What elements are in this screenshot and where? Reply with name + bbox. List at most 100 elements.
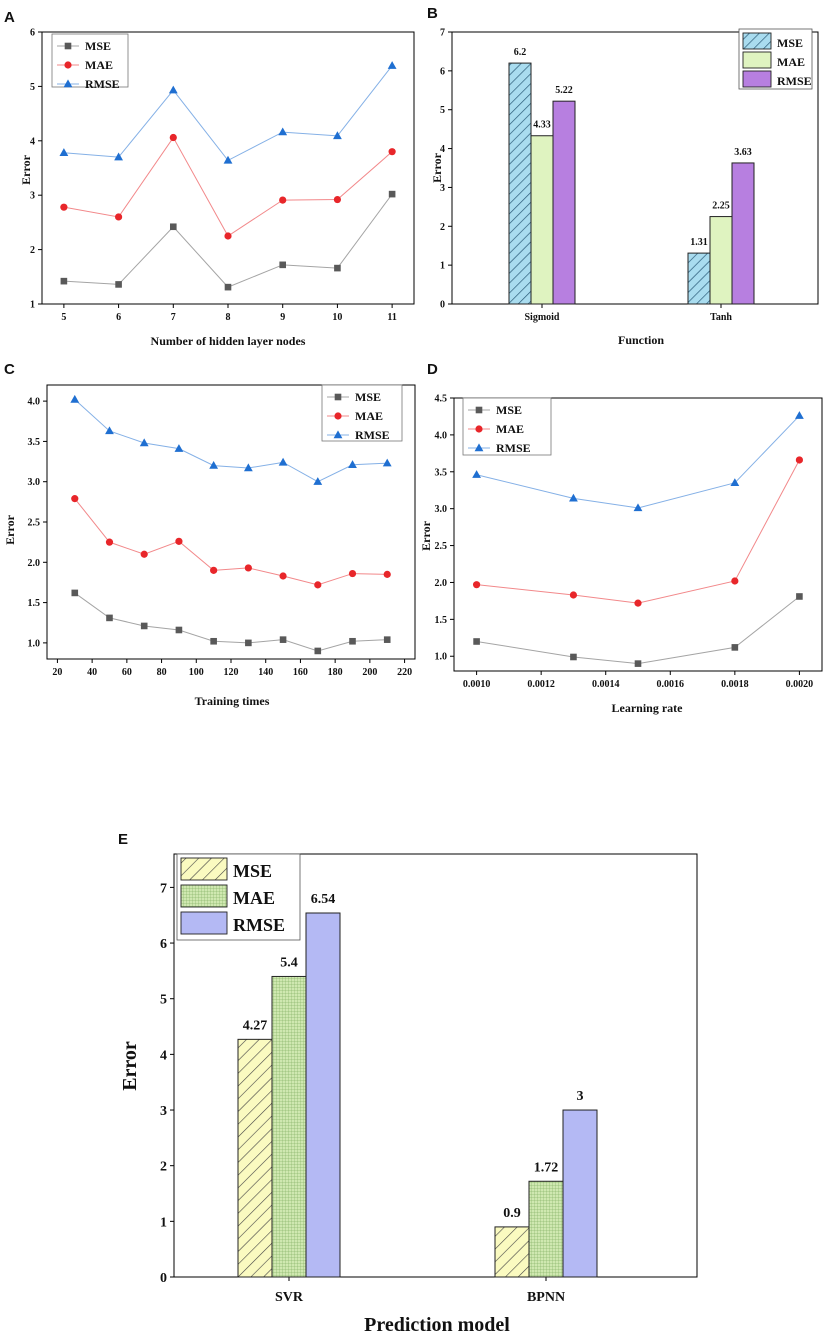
panel-d-legend-marker	[475, 425, 483, 433]
panel-a-y-tick-label: 6	[30, 28, 35, 39]
panel-c-mse-point	[210, 637, 217, 645]
panel-d-mse-point	[634, 660, 642, 667]
panel-b-y-tick-label: 6	[440, 66, 445, 77]
panel-d-x-tick-label: 0.0016	[657, 679, 685, 690]
panel-d-y-tick-label: 2.0	[435, 578, 448, 589]
panel-c-x-tick-label: 40	[87, 667, 97, 678]
panel-b-mae-bar	[709, 216, 733, 305]
panel-a-x-tick-label: 11	[387, 312, 396, 323]
panel-d-mae-line	[476, 459, 800, 604]
panel-b-mse-bar	[508, 62, 532, 305]
panel-d-mae-point	[634, 599, 642, 607]
panel-a-x-tick-label: 7	[171, 312, 176, 323]
panel-d-mse-point	[731, 644, 739, 651]
panel-c-y-tick-label: 4.0	[28, 397, 41, 408]
panel-c-legend-label: RMSE	[355, 428, 390, 442]
panel-b-legend-label: MSE	[777, 36, 803, 50]
panel-a-rmse-point	[168, 85, 178, 94]
panel-d-legend-label: RMSE	[496, 441, 531, 455]
panel-c-rmse-point	[278, 457, 288, 466]
panel-e-mae-bar	[528, 1180, 564, 1278]
panel-d-rmse-point	[472, 470, 481, 478]
panel-c-rmse-point	[348, 460, 357, 468]
panel-a-mae-point	[60, 203, 68, 211]
panel-a-mae-point	[279, 196, 287, 204]
panel-b-y-tick-label: 2	[440, 222, 445, 233]
panel-c-rmse-point	[209, 460, 219, 469]
panel-c-x-tick-label: 100	[189, 667, 204, 678]
panel-c-x-axis-label: Training times	[195, 694, 270, 708]
panel-c-mse-point	[140, 622, 148, 630]
panel-c-mae-point	[314, 581, 322, 589]
panel-b-legend-swatch	[742, 32, 772, 50]
panel-a-x-tick-label: 6	[116, 312, 121, 323]
chart-panel-c: 1.0 1.5 2.0 2.5 3.0 3.5 4.0 20 40 60 80 100 120 140 16…	[28, 384, 416, 678]
panel-a-mae-point	[224, 232, 232, 240]
panel-a-mse-point	[115, 281, 122, 288]
panel-c-rmse-point	[105, 426, 114, 435]
panel-a-y-tick-label: 4	[30, 136, 35, 147]
panel-a-mse-point	[334, 264, 341, 272]
panel-c-y-tick-label: 2.5	[28, 518, 41, 529]
panel-label-c: C	[4, 361, 15, 378]
panel-b-x-tick-label: Sigmoid	[524, 312, 559, 323]
panel-a-y-tick-label: 1	[30, 300, 35, 311]
panel-e-legend-label: RMSE	[233, 915, 285, 935]
panel-a-rmse-point	[59, 148, 69, 156]
panel-e-legend-label: MSE	[233, 861, 272, 881]
panel-label-b: B	[427, 5, 438, 22]
chart-panel-d: 1.0 1.5 2.0 2.5 3.0 3.5 4.0 4.5 0.0010 0.0012 0.00…	[435, 394, 823, 690]
panel-d-y-tick-label: 4.5	[435, 394, 448, 405]
panel-a-legend-label: RMSE	[85, 77, 120, 91]
panel-c-legend-label: MSE	[355, 390, 381, 404]
panel-c-x-tick-label: 120	[224, 667, 239, 678]
panel-b-legend-swatch	[742, 51, 772, 69]
panel-d-mse-point	[796, 593, 803, 600]
panel-b-y-tick-label: 0	[440, 300, 445, 311]
panel-c-x-tick-label: 160	[293, 667, 308, 678]
panel-e-y-tick-label: 1	[160, 1215, 167, 1230]
panel-b-data-label: 3.63	[734, 147, 752, 158]
panel-c-mse-point	[106, 614, 113, 622]
panel-b-y-tick-label: 1	[440, 261, 445, 272]
panel-d-y-tick-label: 2.5	[435, 541, 448, 552]
panel-c-y-tick-label: 1.0	[28, 638, 41, 649]
panel-e-mse-bar	[237, 1038, 273, 1278]
panel-b-data-label: 6.2	[514, 47, 527, 58]
panel-c-x-tick-label: 200	[362, 667, 377, 678]
panel-a-mse-point	[224, 283, 232, 291]
panel-e-y-tick-label: 6	[160, 937, 167, 952]
panel-c-mae-point	[105, 538, 114, 546]
panel-e-x-axis-label: Prediction model	[364, 1314, 510, 1336]
panel-e-legend-swatch	[180, 857, 228, 881]
panel-a-x-axis-label: Number of hidden layer nodes	[151, 334, 306, 348]
panel-d-x-tick-label: 0.0014	[592, 679, 620, 690]
panel-e-plot-frame	[173, 853, 698, 1278]
panel-d-x-tick-label: 0.0020	[786, 679, 814, 690]
panel-a-mse-point	[279, 261, 287, 269]
panel-b-data-label: 4.33	[533, 120, 551, 131]
panel-b-y-tick-label: 5	[440, 105, 445, 116]
panel-e-legend-swatch	[180, 884, 228, 908]
panel-e-data-label: 3	[577, 1089, 584, 1104]
panel-a-rmse-point	[114, 152, 123, 161]
panel-e-y-tick-label: 3	[160, 1104, 167, 1119]
panel-c-mse-point	[279, 636, 287, 643]
chart-panel-a: 1 2 3 4 5 6 5 6 7 8 9 10 11 MSE MAE RMSE	[30, 28, 415, 323]
panel-c-mse-point	[175, 626, 183, 634]
panel-a-legend-marker	[63, 79, 73, 88]
panel-e-x-tick-label: BPNN	[527, 1290, 565, 1305]
panel-d-legend-marker	[474, 443, 484, 452]
panel-b-mse-bar	[687, 252, 711, 305]
panel-d-y-tick-label: 3.5	[435, 467, 448, 478]
panel-a-mse-point	[388, 190, 396, 198]
panel-c-y-tick-label: 1.5	[28, 598, 41, 609]
panel-c-rmse-point	[139, 438, 149, 447]
panel-d-mae-point	[569, 591, 578, 599]
panel-a-mse-line	[63, 193, 393, 288]
panel-d-mae-point	[731, 577, 739, 585]
panel-c-legend-marker	[333, 430, 343, 439]
panel-d-rmse-point	[569, 493, 578, 502]
panel-c-legend-marker	[334, 393, 342, 401]
